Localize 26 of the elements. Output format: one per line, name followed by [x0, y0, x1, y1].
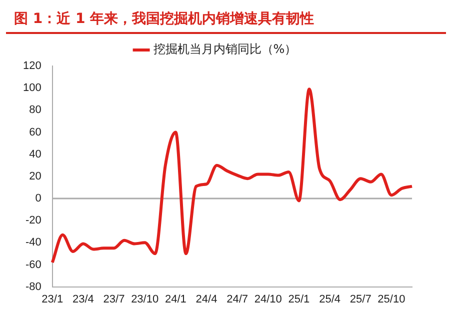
x-tick-label: 23/7: [103, 293, 125, 306]
y-tick-label: -60: [25, 258, 42, 271]
y-tick-label: -40: [25, 236, 42, 249]
x-tick-label: 24/1: [164, 293, 186, 306]
x-tick-label: 25/4: [319, 293, 341, 306]
x-tick-label: 23/10: [131, 293, 159, 306]
legend-label: 挖掘机当月内销同比（%）: [153, 42, 297, 56]
x-tick-label: 23/1: [42, 293, 64, 306]
y-tick-label: -20: [25, 214, 42, 227]
y-tick-label: 40: [29, 148, 42, 160]
x-tick-label: 24/4: [196, 293, 218, 306]
x-tick-label: 24/10: [254, 293, 282, 306]
x-tick-label: 25/10: [378, 293, 406, 306]
y-tick-label: 120: [22, 60, 42, 72]
y-tick-label: 0: [35, 192, 42, 205]
y-tick-label: -80: [25, 280, 42, 293]
y-tick-label: 20: [29, 170, 42, 182]
x-tick-label: 25/7: [350, 293, 372, 306]
chart-title: 图 1：近 1 年来，我国挖掘机内销增速具有韧性: [6, 0, 446, 34]
y-tick-label: 60: [29, 126, 42, 138]
y-tick-label: 80: [29, 104, 42, 116]
line-series: [50, 88, 414, 264]
x-tick-label: 23/4: [72, 293, 94, 306]
x-tick-label: 24/7: [226, 293, 248, 306]
x-tick-label: 25/1: [288, 293, 310, 306]
y-tick-label: 100: [22, 82, 42, 94]
